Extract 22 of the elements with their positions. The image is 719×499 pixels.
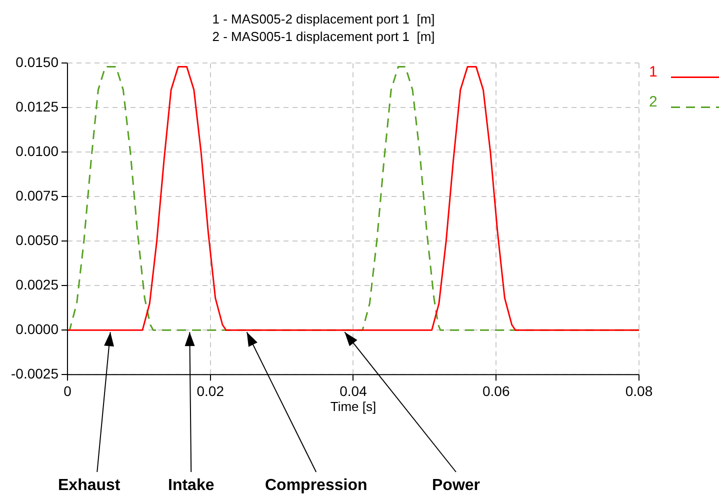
chart-title: 1 - MAS005-2 displacement port 1 [m] xyxy=(212,11,435,26)
x-axis-title: Time [s] xyxy=(330,398,376,414)
chart-subtitle: 2 - MAS005-1 displacement port 1 [m] xyxy=(212,28,435,44)
annotation: Intake xyxy=(168,477,214,494)
y-tick-label: 0.0150 xyxy=(16,54,59,70)
y-tick-label: 0.0100 xyxy=(16,143,59,160)
annotation: Power xyxy=(432,477,480,494)
y-tick-label: 0.0000 xyxy=(16,320,59,337)
y-tick-label: 0.0075 xyxy=(16,188,59,204)
y-tick-label: -0.0025 xyxy=(11,365,59,382)
y-tick-label: 0.0050 xyxy=(16,232,59,248)
annotation: Compression xyxy=(265,477,368,494)
annotation: Exhaust xyxy=(58,477,121,494)
x-tick-label: 0.08 xyxy=(625,382,653,399)
legend-label: 1 xyxy=(649,63,658,80)
x-tick-label: 0.06 xyxy=(482,382,510,399)
x-tick-label: 0 xyxy=(64,382,72,399)
y-tick-label: 0.0025 xyxy=(16,276,59,292)
x-tick-label: 0.04 xyxy=(340,382,368,399)
y-tick-label: 0.0125 xyxy=(16,98,59,115)
legend-label: 2 xyxy=(649,93,658,110)
x-tick-label: 0.02 xyxy=(196,382,224,399)
